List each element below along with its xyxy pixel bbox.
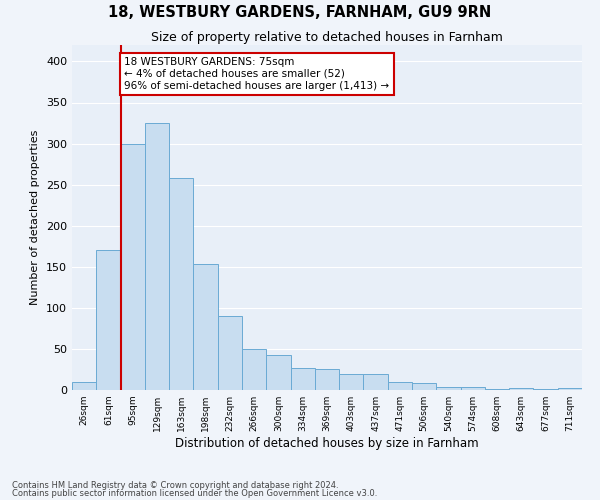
- Bar: [96, 250, 121, 390]
- Text: 18 WESTBURY GARDENS: 75sqm
← 4% of detached houses are smaller (52)
96% of semi-: 18 WESTBURY GARDENS: 75sqm ← 4% of detac…: [124, 58, 389, 90]
- Bar: [509, 388, 533, 390]
- Bar: [339, 374, 364, 390]
- Text: Contains HM Land Registry data © Crown copyright and database right 2024.: Contains HM Land Registry data © Crown c…: [12, 480, 338, 490]
- Bar: [315, 368, 339, 390]
- Text: 18, WESTBURY GARDENS, FARNHAM, GU9 9RN: 18, WESTBURY GARDENS, FARNHAM, GU9 9RN: [109, 5, 491, 20]
- Bar: [412, 382, 436, 390]
- Bar: [290, 368, 315, 390]
- Bar: [72, 382, 96, 390]
- Bar: [218, 316, 242, 390]
- Bar: [169, 178, 193, 390]
- Bar: [461, 386, 485, 390]
- Bar: [485, 389, 509, 390]
- Bar: [266, 354, 290, 390]
- Bar: [436, 386, 461, 390]
- X-axis label: Distribution of detached houses by size in Farnham: Distribution of detached houses by size …: [175, 437, 479, 450]
- Bar: [121, 144, 145, 390]
- Bar: [388, 382, 412, 390]
- Bar: [242, 349, 266, 390]
- Bar: [558, 388, 582, 390]
- Y-axis label: Number of detached properties: Number of detached properties: [31, 130, 40, 305]
- Bar: [193, 264, 218, 390]
- Title: Size of property relative to detached houses in Farnham: Size of property relative to detached ho…: [151, 31, 503, 44]
- Text: Contains public sector information licensed under the Open Government Licence v3: Contains public sector information licen…: [12, 489, 377, 498]
- Bar: [364, 374, 388, 390]
- Bar: [533, 389, 558, 390]
- Bar: [145, 123, 169, 390]
